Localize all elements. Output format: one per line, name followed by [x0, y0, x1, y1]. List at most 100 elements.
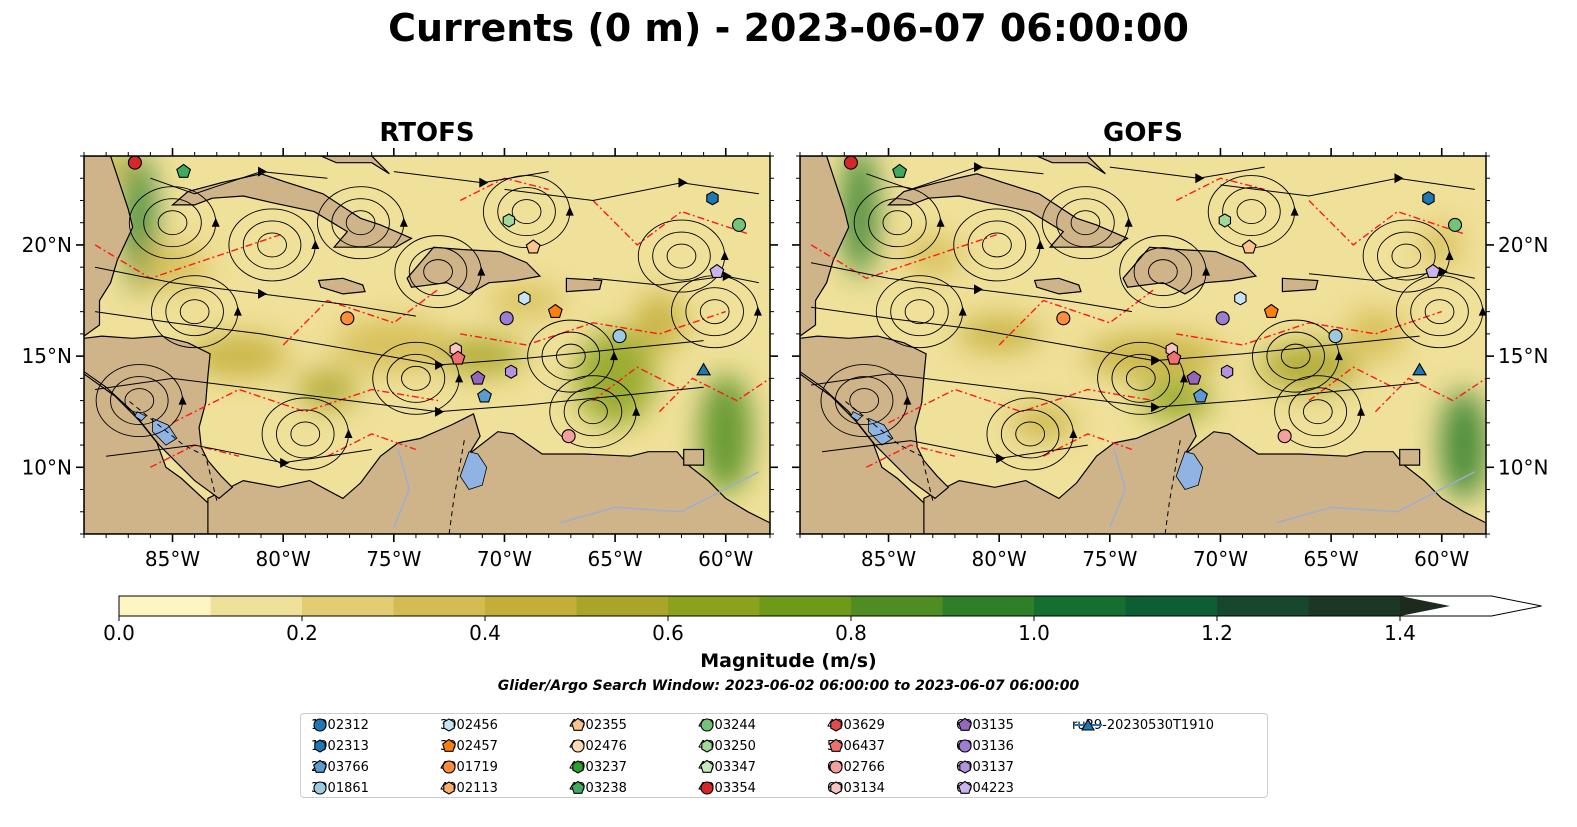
legend-item: 1902313	[311, 736, 369, 756]
legend-marker	[698, 778, 732, 798]
legend-item: 4903237	[569, 757, 627, 777]
colorbar-extend-arrow	[1400, 596, 1450, 616]
legend-item: 3902456	[440, 715, 498, 735]
legend-item: 6902766	[827, 757, 885, 777]
y-tick-label: 20°N	[1498, 233, 1548, 257]
legend-marker	[311, 757, 345, 777]
legend-symbol	[572, 781, 585, 793]
x-tick-label: 70°W	[477, 547, 532, 571]
colorbar-segment	[851, 596, 943, 616]
colorbar-segment	[302, 596, 394, 616]
legend-item: 4902476	[569, 736, 627, 756]
legend-marker	[827, 778, 861, 798]
x-tick-label: 85°W	[145, 547, 200, 571]
legend-item: 6903136	[956, 736, 1014, 756]
colorbar-segment	[943, 596, 1035, 616]
x-tick-label: 75°W	[366, 547, 421, 571]
legend-item: 4903244	[698, 715, 756, 735]
colorbar-segment	[1217, 596, 1309, 616]
legend-marker	[698, 736, 732, 756]
legend-symbol	[314, 782, 326, 794]
colorbar-segment	[211, 596, 303, 616]
legend-item: 4903238	[569, 778, 627, 798]
legend-symbol	[701, 719, 713, 731]
legend-symbol	[831, 719, 841, 731]
legend-symbol	[701, 760, 714, 772]
legend-symbol	[573, 761, 583, 773]
x-tick-label: 65°W	[587, 547, 642, 571]
legend-item: 6903137	[956, 757, 1014, 777]
legend-item: 4903250	[698, 736, 756, 756]
legend-marker	[440, 778, 474, 798]
colorbar-segment	[1034, 596, 1126, 616]
legend-symbol	[831, 782, 841, 794]
x-tick-label: 60°W	[698, 547, 753, 571]
y-tick-label: 10°N	[22, 455, 72, 479]
legend-marker	[569, 736, 603, 756]
legend-item: 4901719	[440, 757, 498, 777]
colorbar-segment	[1309, 596, 1401, 616]
legend-marker	[440, 736, 474, 756]
legend-marker	[440, 715, 474, 735]
legend-symbol	[315, 740, 325, 752]
legend-marker	[698, 715, 732, 735]
legend-symbol	[443, 739, 456, 751]
legend-item: 1902312	[311, 715, 369, 735]
legend-symbol	[959, 740, 971, 752]
colorbar-tick-label: 1.4	[1384, 621, 1416, 645]
colorbar-tick-label: 0.0	[103, 621, 135, 645]
legend-symbol	[959, 718, 972, 730]
colorbar-segment	[668, 596, 760, 616]
colorbar-segment	[760, 596, 852, 616]
legend-symbol	[701, 782, 713, 794]
legend-symbol	[702, 740, 712, 752]
legend-symbol	[444, 719, 454, 731]
legend-symbol	[830, 761, 842, 773]
legend-item: 6903134	[827, 778, 885, 798]
legend-symbol	[314, 719, 326, 731]
legend-symbol	[960, 761, 970, 773]
colorbar-tick-label: 0.4	[469, 621, 501, 645]
legend-marker	[956, 778, 990, 798]
legend-item: 6904223	[956, 778, 1014, 798]
legend-marker	[311, 715, 345, 735]
colorbar-tick-label: 0.6	[652, 621, 684, 645]
x-tick-label: 75°W	[1082, 547, 1137, 571]
y-tick-label: 15°N	[1498, 344, 1548, 368]
x-tick-label: 80°W	[256, 547, 311, 571]
y-tick-label: 20°N	[22, 233, 72, 257]
legend-item: 4903354	[698, 778, 756, 798]
legend-item: 4903347	[698, 757, 756, 777]
legend-item: 3902457	[440, 736, 498, 756]
legend-marker	[827, 736, 861, 756]
legend-marker	[569, 715, 603, 735]
legend-marker	[311, 736, 345, 756]
legend-marker	[956, 736, 990, 756]
legend-marker	[956, 757, 990, 777]
legend-marker	[956, 715, 990, 735]
legend-symbol	[830, 739, 843, 751]
colorbar-segment	[577, 596, 669, 616]
x-tick-label: 80°W	[972, 547, 1027, 571]
y-tick-label: 15°N	[22, 344, 72, 368]
legend-symbol	[572, 740, 584, 752]
colorbar-tick-label: 1.0	[1018, 621, 1050, 645]
x-tick-label: 60°W	[1414, 547, 1469, 571]
legend-item: 3901861	[311, 778, 369, 798]
colorbar-segment	[1126, 596, 1218, 616]
legend-item: 4902113	[440, 778, 498, 798]
legend-marker	[1072, 715, 1106, 735]
legend-item: 4903629	[827, 715, 885, 735]
legend-symbol	[444, 782, 454, 794]
legend-item: ru29-20230530T1910	[1072, 715, 1214, 735]
y-tick-label: 10°N	[1498, 455, 1548, 479]
colorbar-tick-label: 0.8	[835, 621, 867, 645]
x-tick-label: 65°W	[1303, 547, 1358, 571]
colorbar-segment	[119, 596, 211, 616]
legend-marker	[440, 757, 474, 777]
colorbar-label: Magnitude (m/s)	[0, 650, 1577, 672]
x-tick-label: 70°W	[1193, 547, 1248, 571]
legend-item: 6903135	[956, 715, 1014, 735]
colorbar-tick-label: 1.2	[1201, 621, 1233, 645]
legend-marker	[827, 757, 861, 777]
